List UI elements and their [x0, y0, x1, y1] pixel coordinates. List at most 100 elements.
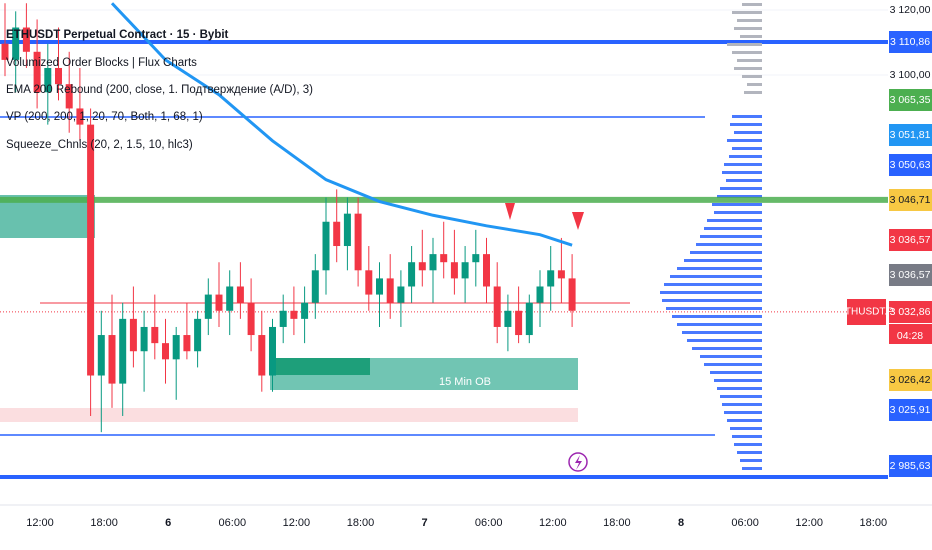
candle-body [472, 254, 480, 263]
volume-bar [724, 163, 762, 166]
volume-bar [734, 27, 762, 30]
volume-bar [732, 147, 762, 150]
volume-bar [704, 363, 762, 366]
volume-bar [732, 51, 762, 54]
volume-bar [660, 291, 762, 294]
legend-entry: EMA 200 Rebound (200, close, 1. Подтверж… [6, 84, 313, 96]
time-label: 6 [165, 517, 171, 529]
volume-bar [720, 395, 762, 398]
candle-body [140, 326, 148, 352]
volume-bar [684, 259, 762, 262]
volume-bar [737, 19, 762, 22]
time-label: 12:00 [26, 517, 54, 529]
time-label: 18:00 [90, 517, 118, 529]
time-label: 12:00 [539, 517, 567, 529]
candle-body [418, 262, 426, 271]
volume-bar [717, 195, 762, 198]
candle-body [515, 310, 523, 336]
volume-bar [732, 11, 762, 14]
legend-entry: Volumized Order Blocks | Flux Charts [6, 57, 197, 69]
volume-bar [727, 419, 762, 422]
candle-body [557, 270, 565, 279]
candle-body [365, 270, 373, 295]
candle-body [322, 221, 330, 271]
volume-bar [714, 211, 762, 214]
candle-body [536, 286, 544, 303]
candle-body [119, 318, 127, 384]
candle-body [376, 278, 383, 295]
price-tag-label: 3 100,00 [890, 69, 931, 81]
candle-body [258, 335, 266, 376]
candle-body [87, 124, 95, 376]
candle-body [333, 221, 341, 247]
price-tag-label: 3 025,91 [890, 404, 931, 416]
candle-body [162, 343, 169, 360]
time-axis: 12:00 18:00 6 06:00 12:00 18:00 7 06:00 12:00 18:… [26, 517, 887, 529]
volume-bar [737, 451, 762, 454]
volume-bar [732, 115, 762, 118]
candle-body [215, 294, 223, 311]
grid [0, 9, 888, 76]
candle-body [33, 51, 41, 93]
volume-bar [744, 91, 762, 94]
volume-bar [664, 283, 762, 286]
price-tag-box [889, 399, 932, 421]
candle-body [44, 67, 52, 93]
candle-body [1, 43, 9, 60]
volume-bar [734, 443, 762, 446]
volume-bar [727, 139, 762, 142]
volume-bar [720, 187, 762, 190]
price-tag-box [889, 455, 932, 477]
volume-bar [700, 235, 762, 238]
volume-bar [742, 467, 762, 470]
volume-bar [677, 267, 762, 270]
time-label: 8 [678, 517, 684, 529]
symbol-tag: ETHUSDT.P [838, 307, 894, 318]
volume-bar [724, 411, 762, 414]
price-tag-box [889, 229, 932, 251]
volume-bar [734, 131, 762, 134]
price-tag-box [889, 89, 932, 111]
price-tag-label: 3 110,86 [890, 36, 930, 48]
candle-body [290, 310, 298, 319]
candle-body [204, 294, 212, 319]
volume-bar [682, 331, 762, 334]
price-tag-label: 3 032,86 [890, 306, 931, 318]
candle-body [151, 326, 159, 344]
volume-bar [666, 307, 762, 310]
price-tag-label: 3 026,42 [890, 374, 931, 386]
volume-bar [690, 251, 762, 254]
time-label: 06:00 [475, 517, 503, 529]
volume-bar [729, 155, 762, 158]
volume-bar [740, 35, 762, 38]
volume-bar [692, 347, 762, 350]
price-tag-label: 3 120,00 [890, 4, 931, 16]
countdown-box [889, 324, 932, 344]
legend-entry: VP (200, 200, 1, 20, 70, Both, 1, 68, 1) [6, 111, 203, 123]
price-tag-box [889, 124, 932, 146]
symbol-tag-box [847, 299, 886, 325]
candle-body [461, 262, 469, 279]
candle-body [493, 286, 501, 327]
candle-body [568, 278, 576, 311]
candle-body [408, 262, 416, 287]
volume-bar [742, 3, 762, 6]
candle-body [76, 108, 84, 125]
volume-bar [707, 219, 762, 222]
ema-line [110, 2, 573, 247]
candle-body [55, 67, 62, 85]
volume-bar [670, 275, 762, 278]
candle-body [172, 335, 180, 360]
price-tag-label: 3 065,35 [890, 94, 931, 106]
volume-bar [722, 171, 762, 174]
order-block-core [275, 358, 370, 375]
candle-body [236, 286, 244, 303]
time-label: 12:00 [795, 517, 823, 529]
volume-bar [714, 379, 762, 382]
time-label: 12:00 [283, 517, 311, 529]
countdown: 04:28 [897, 330, 923, 342]
candle-body [429, 254, 437, 271]
candle-body [194, 318, 202, 352]
volume-bar [727, 43, 762, 46]
